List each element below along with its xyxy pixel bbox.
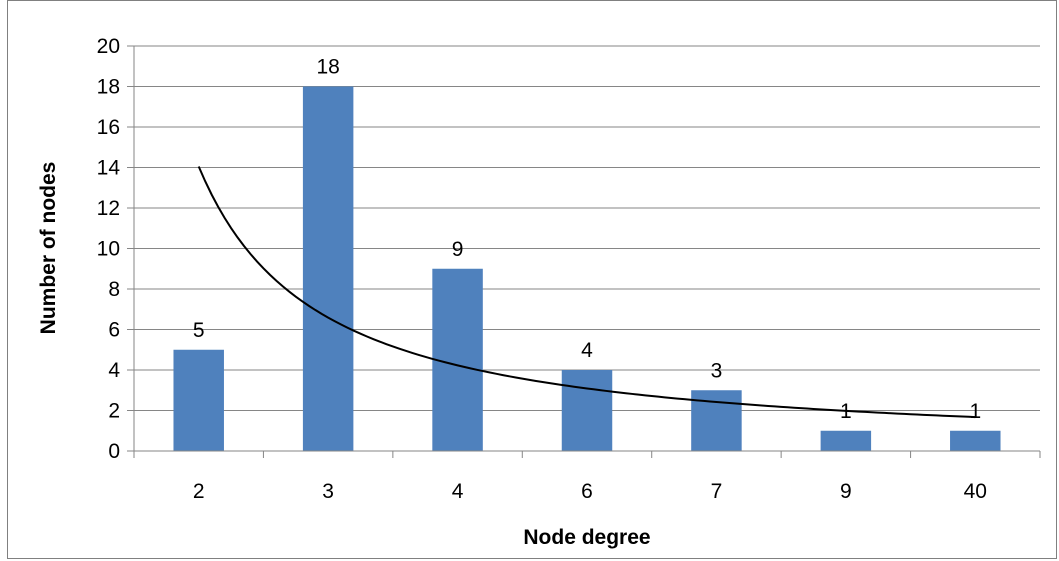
x-tick-label: 40 <box>964 480 987 503</box>
y-tick-label: 6 <box>108 319 120 342</box>
data-label: 5 <box>193 319 205 342</box>
data-label: 1 <box>840 400 852 423</box>
power-trendline <box>197 166 976 419</box>
data-label: 3 <box>711 359 723 382</box>
y-tick-label: 12 <box>97 197 120 220</box>
data-label: 9 <box>452 238 464 261</box>
bar-40 <box>950 430 1001 451</box>
y-tick-label: 18 <box>97 76 120 99</box>
y-tick-label: 16 <box>97 116 120 139</box>
bar-7 <box>691 390 742 451</box>
y-tick-label: 0 <box>108 440 120 463</box>
x-axis-title: Node degree <box>523 526 650 549</box>
y-tick-label: 20 <box>97 35 120 58</box>
y-tick-label: 14 <box>97 157 121 180</box>
chart-frame <box>7 0 1057 559</box>
x-tick-label: 2 <box>193 480 205 503</box>
x-tick-label: 9 <box>840 480 852 503</box>
bar-3 <box>302 86 354 451</box>
x-tick-label: 3 <box>322 480 334 503</box>
y-tick-label: 2 <box>108 400 120 423</box>
y-axis-title: Number of nodes <box>37 162 60 335</box>
bar-6 <box>561 370 613 451</box>
data-label: 4 <box>581 339 593 362</box>
data-label: 18 <box>316 56 339 79</box>
x-tick-label: 4 <box>452 480 464 503</box>
y-tick-label: 8 <box>108 278 120 301</box>
bar-2 <box>173 349 224 451</box>
bar-9 <box>820 430 872 451</box>
y-tick-label: 4 <box>108 359 120 382</box>
x-tick-label: 7 <box>711 480 723 503</box>
y-tick-label: 10 <box>97 238 120 261</box>
x-tick-label: 6 <box>581 480 593 503</box>
data-label: 1 <box>969 400 981 423</box>
bar-4 <box>432 268 483 451</box>
